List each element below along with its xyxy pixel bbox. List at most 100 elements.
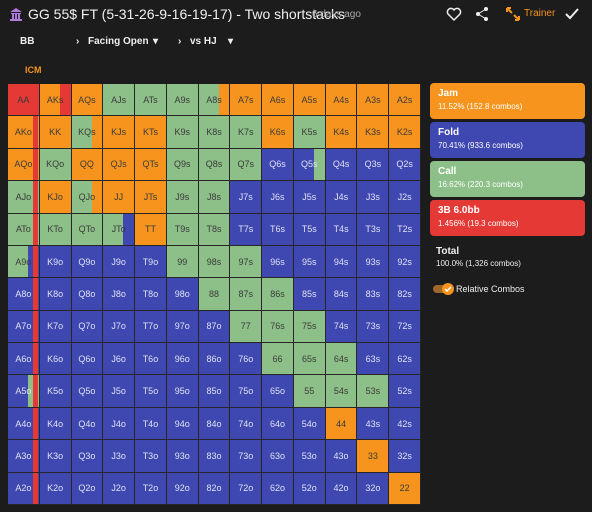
hand-cell[interactable]: T9o [135,245,167,279]
legend-panel[interactable]: Call 16.62% (220.3 combos) [430,161,585,197]
hand-cell[interactable]: 74s [325,310,358,344]
hand-cell[interactable]: 86o [198,343,231,376]
hand-cell[interactable]: J9o [103,245,136,279]
hand-cell[interactable]: QJo [71,181,104,214]
hand-cell[interactable]: Q8o [71,278,104,311]
toggle-switch[interactable] [432,282,456,296]
hand-cell[interactable]: 85s [293,278,326,311]
hand-cell[interactable]: KTo [39,213,72,246]
hand-cell[interactable]: T2s [389,213,421,246]
hand-cell[interactable]: 75o [230,375,263,408]
hand-cell[interactable]: 96o [166,343,199,376]
hand-cell[interactable]: 93o [166,440,199,473]
hand-cell[interactable]: J4o [103,407,136,441]
hand-cell[interactable]: 94o [166,407,199,441]
hand-cell[interactable]: T3s [357,213,390,246]
hand-cell[interactable]: T5s [293,213,326,246]
hand-cell[interactable]: 33 [357,440,390,473]
toggle-label[interactable]: Relative Combos [456,284,525,294]
hand-cell[interactable]: K4s [325,116,358,149]
hand-cell[interactable]: KQo [39,148,72,182]
hand-cell[interactable]: AA [8,84,40,117]
hand-cell[interactable]: ATo [8,213,40,246]
hand-cell[interactable]: K2s [389,116,421,149]
hand-cell[interactable]: A3o [8,440,40,473]
hand-cell[interactable]: KJs [103,116,136,149]
hand-cell[interactable]: K9s [166,116,199,149]
opponent-dropdown[interactable]: vs HJ [190,36,217,47]
hand-cell[interactable]: 76s [262,310,294,344]
hand-cell[interactable]: Q2o [71,472,104,505]
favorite-button[interactable] [446,6,462,22]
hand-cell[interactable]: 55 [293,375,326,408]
check-button[interactable] [564,6,580,22]
hand-cell[interactable]: 83s [357,278,390,311]
hand-cell[interactable]: A5o [8,375,40,408]
hand-cell[interactable]: T7o [135,310,167,344]
hand-cell[interactable]: JTs [135,181,167,214]
hand-cell[interactable]: T3o [135,440,167,473]
hand-cell[interactable]: 85o [198,375,231,408]
hand-cell[interactable]: Q5s [293,148,326,182]
hand-cell[interactable]: J7o [103,310,136,344]
hand-cell[interactable]: 65o [262,375,294,408]
hand-cell[interactable]: K5o [39,375,72,408]
hand-cell[interactable]: KTs [135,116,167,149]
hand-cell[interactable]: AQo [8,148,40,182]
hand-cell[interactable]: 83o [198,440,231,473]
hand-cell[interactable]: J2s [389,181,421,214]
hand-cell[interactable]: K3o [39,440,72,473]
hand-cell[interactable]: J9s [166,181,199,214]
hand-cell[interactable]: QTs [135,148,167,182]
hand-cell[interactable]: 32o [357,472,390,505]
hand-cell[interactable]: Q8s [198,148,231,182]
legend-panel[interactable]: Jam 11.52% (152.8 combos) [430,83,585,119]
hand-cell[interactable]: T4o [135,407,167,441]
hand-cell[interactable]: J2o [103,472,136,505]
hand-cell[interactable]: QQ [71,148,104,182]
hand-cell[interactable]: 72s [389,310,421,344]
hand-cell[interactable]: 97s [230,245,263,279]
hand-cell[interactable]: A9o [8,245,40,279]
hand-cell[interactable]: 22 [389,472,421,505]
legend-panel[interactable]: 3B 6.0bb 1.456% (19.3 combos) [430,200,585,236]
hand-cell[interactable]: A4s [325,84,358,117]
hand-cell[interactable]: 98o [166,278,199,311]
legend-panel[interactable]: Fold 70.41% (933.6 combos) [430,122,585,158]
hand-cell[interactable]: Q9s [166,148,199,182]
hand-cell[interactable]: 54s [325,375,358,408]
hand-cell[interactable]: Q4s [325,148,358,182]
hand-cell[interactable]: 98s [198,245,231,279]
position-dropdown[interactable]: BB [20,36,35,47]
hand-cell[interactable]: QTo [71,213,104,246]
hand-cell[interactable]: 32s [389,440,421,473]
hand-cell[interactable]: A6o [8,343,40,376]
hand-cell[interactable]: Q3o [71,440,104,473]
hand-cell[interactable]: 66 [262,343,294,376]
hand-cell[interactable]: J6o [103,343,136,376]
hand-cell[interactable]: 84o [198,407,231,441]
hand-cell[interactable]: 63s [357,343,390,376]
hand-cell[interactable]: A5s [293,84,326,117]
hand-cell[interactable]: A8o [8,278,40,311]
hand-cell[interactable]: A7o [8,310,40,344]
hand-cell[interactable]: Q9o [71,245,104,279]
hand-cell[interactable]: 53o [293,440,326,473]
hand-cell[interactable]: T9s [166,213,199,246]
hand-cell[interactable]: 88 [198,278,231,311]
hand-cell[interactable]: KQs [71,116,104,149]
icm-tab[interactable]: ICM [25,65,42,75]
hand-cell[interactable]: QJs [103,148,136,182]
hand-cell[interactable]: 52s [389,375,421,408]
hand-cell[interactable]: 72o [230,472,263,505]
hand-cell[interactable]: A9s [166,84,199,117]
hand-cell[interactable]: A4o [8,407,40,441]
hand-cell[interactable]: 64s [325,343,358,376]
hand-cell[interactable]: 82s [389,278,421,311]
hand-cell[interactable]: 43o [325,440,358,473]
hand-cell[interactable]: TT [135,213,167,246]
hand-cell[interactable]: T8o [135,278,167,311]
hand-cell[interactable]: J4s [325,181,358,214]
hand-cell[interactable]: Q2s [389,148,421,182]
hand-cell[interactable]: 92s [389,245,421,279]
